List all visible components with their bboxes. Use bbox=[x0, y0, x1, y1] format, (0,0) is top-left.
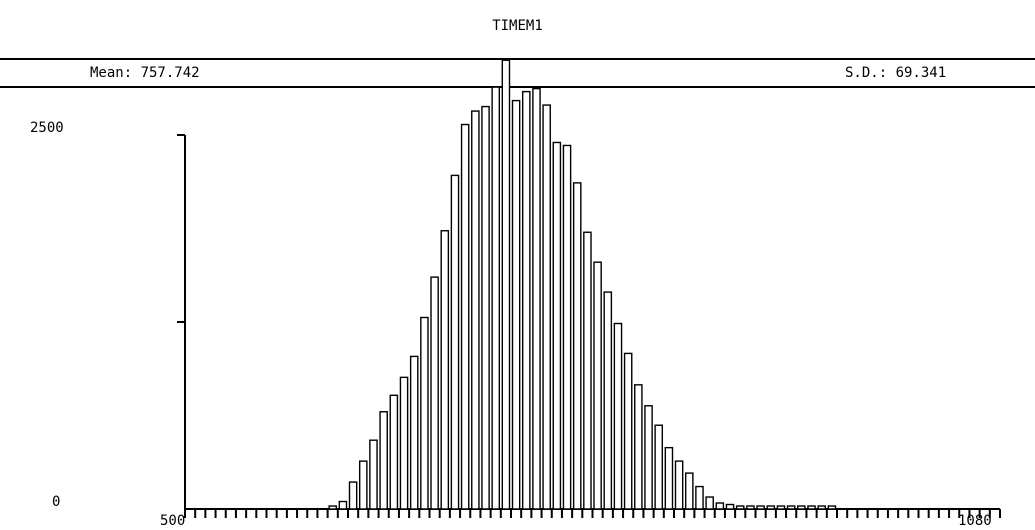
histogram-bar bbox=[348, 481, 358, 510]
histogram-bar bbox=[358, 460, 368, 510]
histogram-bar bbox=[766, 505, 776, 510]
histogram-bar bbox=[399, 376, 409, 510]
histogram-bar bbox=[603, 291, 613, 510]
histogram-bars bbox=[328, 59, 837, 510]
y-tick-label-2500: 2500 bbox=[30, 120, 64, 136]
histogram-bar bbox=[521, 90, 531, 510]
stats-bar: Mean: 757.742 S.D.: 69.341 bbox=[0, 58, 1035, 88]
histogram-bar bbox=[420, 316, 429, 510]
sd-label: S.D.: 69.341 bbox=[845, 65, 947, 81]
histogram-bar bbox=[735, 505, 745, 510]
x-tick-marks bbox=[177, 134, 1001, 518]
histogram-bar bbox=[562, 144, 572, 510]
y-tick-label-0: 0 bbox=[52, 494, 60, 510]
histogram-bar bbox=[338, 500, 348, 510]
histogram-bar bbox=[460, 123, 470, 510]
histogram-bar bbox=[481, 105, 490, 510]
histogram-bar bbox=[725, 503, 735, 510]
histogram-bar bbox=[501, 59, 511, 510]
histogram-bar bbox=[786, 505, 796, 510]
histogram-bar bbox=[409, 355, 419, 510]
histogram-bar bbox=[827, 505, 837, 510]
histogram-bar bbox=[715, 502, 725, 510]
histogram-bar bbox=[542, 104, 551, 510]
histogram-bar bbox=[797, 505, 806, 510]
histogram-bar bbox=[756, 505, 765, 510]
histogram-bar bbox=[644, 405, 653, 510]
histogram-bar bbox=[654, 424, 664, 510]
chart-title: TIMEM1 bbox=[492, 18, 543, 34]
histogram-bar bbox=[623, 352, 633, 510]
histogram-bar bbox=[705, 496, 714, 510]
mean-label: Mean: 757.742 bbox=[90, 65, 200, 81]
histogram-bar bbox=[369, 439, 378, 510]
histogram-bar bbox=[511, 99, 521, 510]
histogram-bar bbox=[807, 505, 816, 510]
histogram-bar bbox=[532, 87, 541, 510]
histogram-bar bbox=[746, 505, 755, 510]
histogram-bar bbox=[593, 261, 602, 510]
histogram-bar bbox=[695, 485, 704, 510]
histogram-bar bbox=[430, 276, 439, 510]
histogram-bar bbox=[583, 231, 592, 510]
x-tick-label-1080: 1080 bbox=[958, 513, 992, 529]
histogram-bar bbox=[664, 446, 674, 510]
histogram-bar bbox=[817, 505, 827, 510]
histogram-bar bbox=[450, 174, 460, 510]
histogram-bar bbox=[491, 86, 501, 510]
histogram-bar bbox=[552, 141, 562, 510]
histogram-bar bbox=[674, 460, 684, 510]
histogram-bar bbox=[379, 411, 388, 510]
histogram-bar bbox=[328, 505, 338, 510]
histogram-bar bbox=[776, 505, 786, 510]
histogram-bar bbox=[471, 110, 480, 510]
histogram-bar bbox=[389, 394, 399, 510]
histogram-bar bbox=[634, 384, 643, 510]
histogram-bar bbox=[440, 230, 450, 510]
histogram-bar bbox=[572, 182, 582, 510]
histogram-bar bbox=[684, 472, 694, 510]
histogram-bar bbox=[613, 322, 623, 510]
x-tick-label-500: 500 bbox=[160, 513, 185, 529]
